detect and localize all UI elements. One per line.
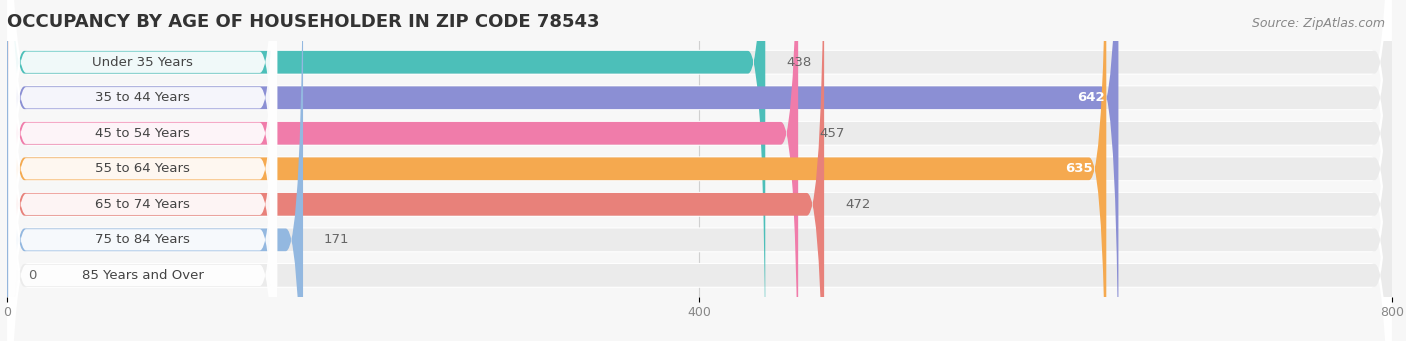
FancyBboxPatch shape — [7, 0, 1392, 341]
Text: 85 Years and Over: 85 Years and Over — [82, 269, 204, 282]
Text: 75 to 84 Years: 75 to 84 Years — [96, 233, 190, 246]
FancyBboxPatch shape — [7, 0, 1392, 341]
FancyBboxPatch shape — [8, 0, 277, 341]
FancyBboxPatch shape — [7, 0, 1392, 341]
FancyBboxPatch shape — [8, 0, 277, 341]
Text: 642: 642 — [1077, 91, 1105, 104]
FancyBboxPatch shape — [7, 0, 1107, 341]
FancyBboxPatch shape — [7, 0, 1392, 341]
FancyBboxPatch shape — [8, 0, 277, 341]
Text: 438: 438 — [786, 56, 811, 69]
FancyBboxPatch shape — [8, 0, 277, 341]
FancyBboxPatch shape — [7, 0, 1392, 341]
FancyBboxPatch shape — [7, 0, 765, 341]
FancyBboxPatch shape — [8, 0, 277, 341]
FancyBboxPatch shape — [7, 0, 799, 341]
Text: OCCUPANCY BY AGE OF HOUSEHOLDER IN ZIP CODE 78543: OCCUPANCY BY AGE OF HOUSEHOLDER IN ZIP C… — [7, 13, 599, 31]
FancyBboxPatch shape — [7, 0, 1392, 341]
FancyBboxPatch shape — [7, 0, 1392, 341]
FancyBboxPatch shape — [7, 0, 304, 341]
FancyBboxPatch shape — [7, 0, 1392, 341]
FancyBboxPatch shape — [7, 0, 1392, 341]
FancyBboxPatch shape — [8, 0, 277, 341]
FancyBboxPatch shape — [8, 0, 277, 341]
Text: 457: 457 — [818, 127, 845, 140]
FancyBboxPatch shape — [7, 0, 824, 341]
Text: 635: 635 — [1064, 162, 1092, 175]
FancyBboxPatch shape — [7, 0, 1392, 341]
Text: 55 to 64 Years: 55 to 64 Years — [96, 162, 190, 175]
Text: 35 to 44 Years: 35 to 44 Years — [96, 91, 190, 104]
Text: 0: 0 — [28, 269, 37, 282]
FancyBboxPatch shape — [7, 0, 1392, 341]
Text: 171: 171 — [323, 233, 349, 246]
FancyBboxPatch shape — [7, 0, 1392, 341]
FancyBboxPatch shape — [7, 0, 1118, 341]
Text: 472: 472 — [845, 198, 870, 211]
Text: 65 to 74 Years: 65 to 74 Years — [96, 198, 190, 211]
FancyBboxPatch shape — [7, 0, 1392, 341]
FancyBboxPatch shape — [7, 0, 1392, 341]
Text: Source: ZipAtlas.com: Source: ZipAtlas.com — [1251, 17, 1385, 30]
Text: Under 35 Years: Under 35 Years — [93, 56, 194, 69]
Text: 45 to 54 Years: 45 to 54 Years — [96, 127, 190, 140]
